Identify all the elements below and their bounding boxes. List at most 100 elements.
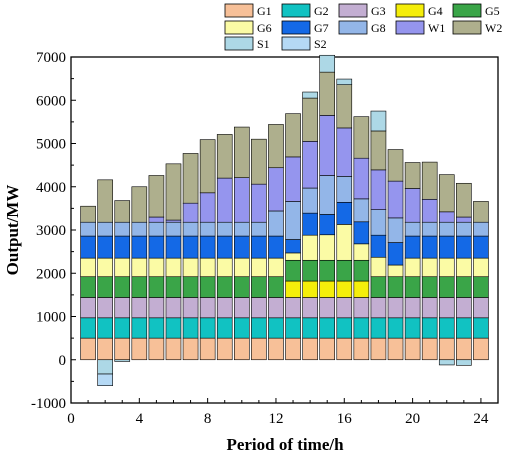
bar-segment-w1-t20 xyxy=(404,188,421,223)
bar-segment-g3-t3 xyxy=(114,297,131,319)
bar-segment-g2-t14 xyxy=(302,317,318,339)
bar-segment-g3-t7 xyxy=(182,297,199,319)
legend-swatch-g7 xyxy=(281,20,311,35)
bar-segment-g7-t13 xyxy=(285,239,301,254)
y-tick-label: 3000 xyxy=(36,223,66,239)
bar-segment-g1-t12 xyxy=(268,337,284,361)
bar-segment-w1-t11 xyxy=(251,183,267,223)
x-axis-ticks: 0 4 8 12 16 20 24 xyxy=(67,398,489,427)
bar-segment-g8-t24 xyxy=(473,221,489,237)
bar-segment-g2-t18 xyxy=(370,317,387,339)
bar-segment-g8-t2 xyxy=(97,221,113,237)
bar-segment-g4-t17 xyxy=(353,280,370,298)
legend-swatch-g8 xyxy=(338,20,368,35)
bar-segment-g2-t16 xyxy=(336,317,353,339)
bar-segment-g5-t24 xyxy=(473,276,489,298)
bar-segment-g6-t13 xyxy=(285,252,301,261)
bar-segment-g1-t1 xyxy=(80,337,96,361)
bar-segment-w2-t18 xyxy=(370,130,387,171)
bar-segment-g3-t16 xyxy=(336,297,353,319)
bar-segment-w2-t9 xyxy=(216,134,233,179)
bar-segment-g7-t9 xyxy=(216,235,233,259)
bar-segment-g7-t6 xyxy=(165,235,182,259)
bar-segment-g1-t10 xyxy=(234,337,250,361)
legend-swatch-g2 xyxy=(281,3,311,18)
bar-segment-w1-t15 xyxy=(319,115,336,176)
bar-segment-g1-t14 xyxy=(302,337,318,361)
bar-segment-g8-t17 xyxy=(353,198,370,223)
y-axis-ticks: -1000 0 1000 2000 3000 4000 5000 6000 7000 xyxy=(31,50,76,412)
bar-segment-g1-t11 xyxy=(251,337,267,361)
legend-label-g7: G7 xyxy=(314,21,329,35)
bar-segment-g5-t17 xyxy=(353,259,370,282)
bar-segment-g7-t16 xyxy=(336,202,353,225)
bar-segment-g2-t8 xyxy=(199,317,216,339)
bar-segment-g3-t23 xyxy=(456,297,472,319)
bar-segment-g3-t21 xyxy=(421,297,438,319)
legend-label-g4: G4 xyxy=(428,4,443,18)
bar-segment-g7-t18 xyxy=(370,234,387,258)
bar-segment-g7-t7 xyxy=(182,235,199,259)
bar-segment-g8-t16 xyxy=(336,176,353,203)
bar-segment-g8-t12 xyxy=(268,210,284,237)
bar-segment-w2-t19 xyxy=(387,149,404,182)
bar-segment-g4-t16 xyxy=(336,280,353,298)
legend-swatch-g6 xyxy=(224,20,254,35)
bar-segment-g8-t9 xyxy=(216,221,233,237)
legend-label-g8: G8 xyxy=(371,21,386,35)
bar-segment-g5-t2 xyxy=(97,276,113,298)
bar-segment-g7-t24 xyxy=(473,235,489,259)
bar-segment-w2-t8 xyxy=(199,139,216,194)
bar-segment-g2-t1 xyxy=(80,317,96,339)
bar-segment-g1-t6 xyxy=(165,337,182,361)
bar-segment-g6-t8 xyxy=(199,257,216,278)
bar-segment-g3-t19 xyxy=(387,297,404,319)
bar-segment-g8-t22 xyxy=(438,221,455,237)
bar-segment-g6-t14 xyxy=(302,234,318,261)
bar-segment-g6-t1 xyxy=(80,257,96,278)
bar-segment-g5-t20 xyxy=(404,276,421,298)
bar-segment-g5-t9 xyxy=(216,276,233,298)
bar-segment-g8-t11 xyxy=(251,221,267,237)
bar-segment-g7-t1 xyxy=(80,235,96,259)
bar-segment-g2-t2 xyxy=(97,317,113,339)
bar-segment-w1-t5 xyxy=(148,216,165,223)
bar-segment-g3-t24 xyxy=(473,297,489,319)
bar-segment-g8-t23 xyxy=(456,221,472,237)
bar-segment-g4-t13 xyxy=(285,280,301,298)
legend-swatch-g4 xyxy=(395,3,425,18)
x-tick-label: 12 xyxy=(268,411,283,427)
bar-segment-g5-t15 xyxy=(319,259,336,282)
bar-segment-g7-t19 xyxy=(387,242,404,266)
bar-segment-s1-t3 xyxy=(114,359,131,362)
bar-segment-g5-t1 xyxy=(80,276,96,298)
bar-segment-g3-t1 xyxy=(80,297,96,319)
bar-segment-g5-t13 xyxy=(285,259,301,282)
x-tick-label: 4 xyxy=(136,411,144,427)
legend-swatch-s2 xyxy=(281,36,311,51)
bar-segment-w2-t13 xyxy=(285,113,301,158)
legend-label-s2: S2 xyxy=(314,37,327,51)
bar-segment-w1-t7 xyxy=(182,202,199,223)
bar-segment-g3-t18 xyxy=(370,297,387,319)
bar-segment-g3-t4 xyxy=(131,297,148,319)
legend: G1 G2 G3 G4 G5 G6 G7 G8 W1 W2 S1 S2 xyxy=(224,3,502,51)
bar-segment-w2-t20 xyxy=(404,162,421,189)
bar-segment-g1-t5 xyxy=(148,337,165,361)
bar-segment-g3-t6 xyxy=(165,297,182,319)
bar-segment-g8-t18 xyxy=(370,209,387,236)
bar-segment-g7-t2 xyxy=(97,235,113,259)
legend-label-w1: W1 xyxy=(428,21,445,35)
bar-segment-s1-t2 xyxy=(97,359,113,375)
x-tick-label: 8 xyxy=(204,411,212,427)
y-tick-label: 0 xyxy=(59,353,67,369)
legend-label-g5: G5 xyxy=(485,4,500,18)
bar-segment-w1-t12 xyxy=(268,167,284,212)
bar-segment-g1-t8 xyxy=(199,337,216,361)
bar-segment-g6-t15 xyxy=(319,234,336,261)
y-tick-label: 1000 xyxy=(36,310,66,326)
bar-segment-s1-t18 xyxy=(370,110,387,132)
bar-segment-w2-t16 xyxy=(336,84,353,129)
bar-segment-g3-t22 xyxy=(438,297,455,319)
bar-segment-g7-t15 xyxy=(319,214,336,236)
